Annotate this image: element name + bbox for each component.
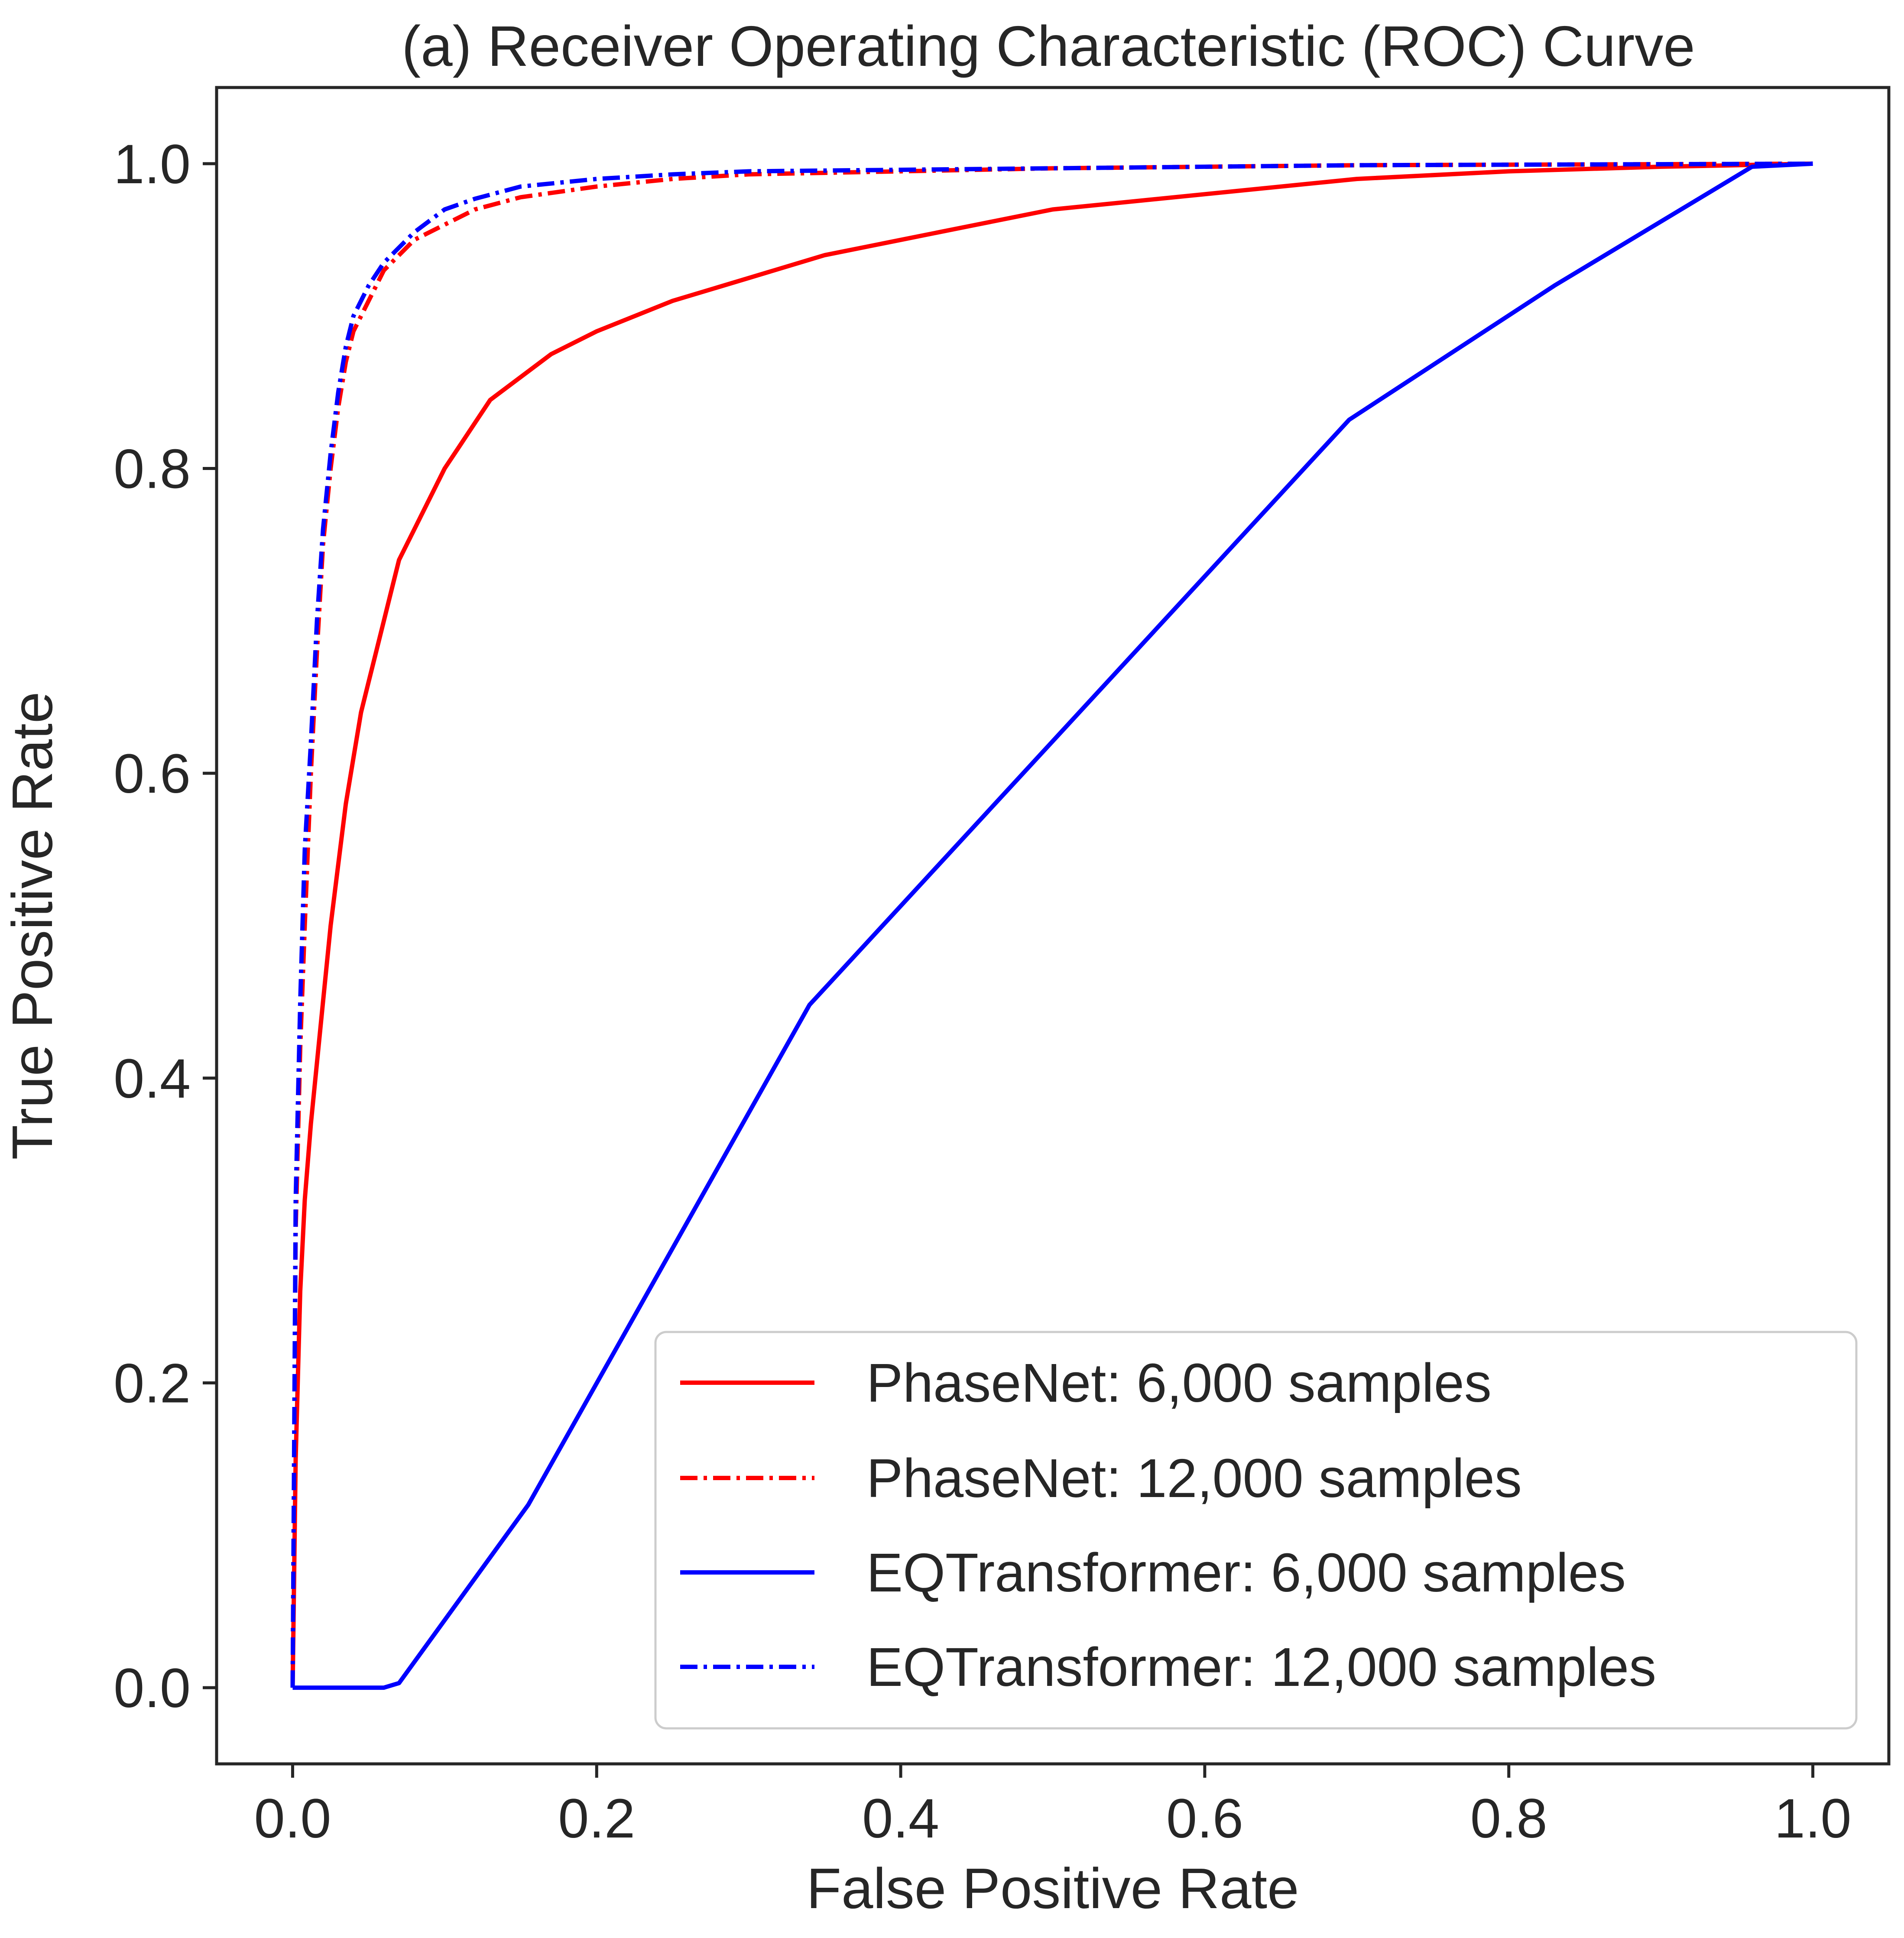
chart-title: (a) Receiver Operating Characteristic (R…: [402, 14, 1695, 78]
y-tick-label: 0.2: [114, 1352, 191, 1414]
plot-frame: [215, 86, 1891, 1766]
legend-box: [654, 1331, 1858, 1730]
y-tick-label: 0.8: [114, 438, 191, 500]
series-line-4: [290, 161, 1813, 1688]
x-axis-label: False Positive Rate: [806, 1857, 1299, 1920]
y-tick-label: 0.0: [114, 1657, 191, 1719]
y-tick-label: 0.6: [114, 743, 191, 805]
legend: PhaseNet: 6,000 samples PhaseNet: 12,000 …: [654, 1331, 1858, 1730]
series-line-1: [290, 161, 1813, 1688]
y-axis-label: True Positive Rate: [0, 692, 64, 1160]
y-tick-label: 1.0: [114, 133, 191, 195]
series-line-3: [292, 161, 1813, 1690]
legend-entries: PhaseNet: 6,000 samples PhaseNet: 12,000 …: [680, 1352, 1656, 1698]
y-tick-label: 0.4: [114, 1048, 191, 1110]
legend-label-1: PhaseNet: 6,000 samples: [866, 1352, 1492, 1413]
x-tick-label: 1.0: [1774, 1788, 1852, 1850]
legend-label-4: EQTransformer: 12,000 samples: [866, 1637, 1656, 1698]
legend-label-2: PhaseNet: 12,000 samples: [866, 1448, 1522, 1509]
x-tick-label: 0.8: [1470, 1788, 1547, 1850]
x-tick-label: 0.6: [1166, 1788, 1243, 1850]
x-tick-label: 0.4: [862, 1788, 939, 1850]
ticks-layer: 0.0 0.2 0.4 0.6 0.8 1.0 0.0 0.2 0.4 0.6 0.8 1.0: [114, 133, 1851, 1850]
x-tick-label: 0.0: [254, 1788, 331, 1850]
x-tick-label: 0.2: [558, 1788, 635, 1850]
legend-label-3: EQTransformer: 6,000 samples: [866, 1542, 1626, 1603]
series-layer: [290, 161, 1813, 1690]
